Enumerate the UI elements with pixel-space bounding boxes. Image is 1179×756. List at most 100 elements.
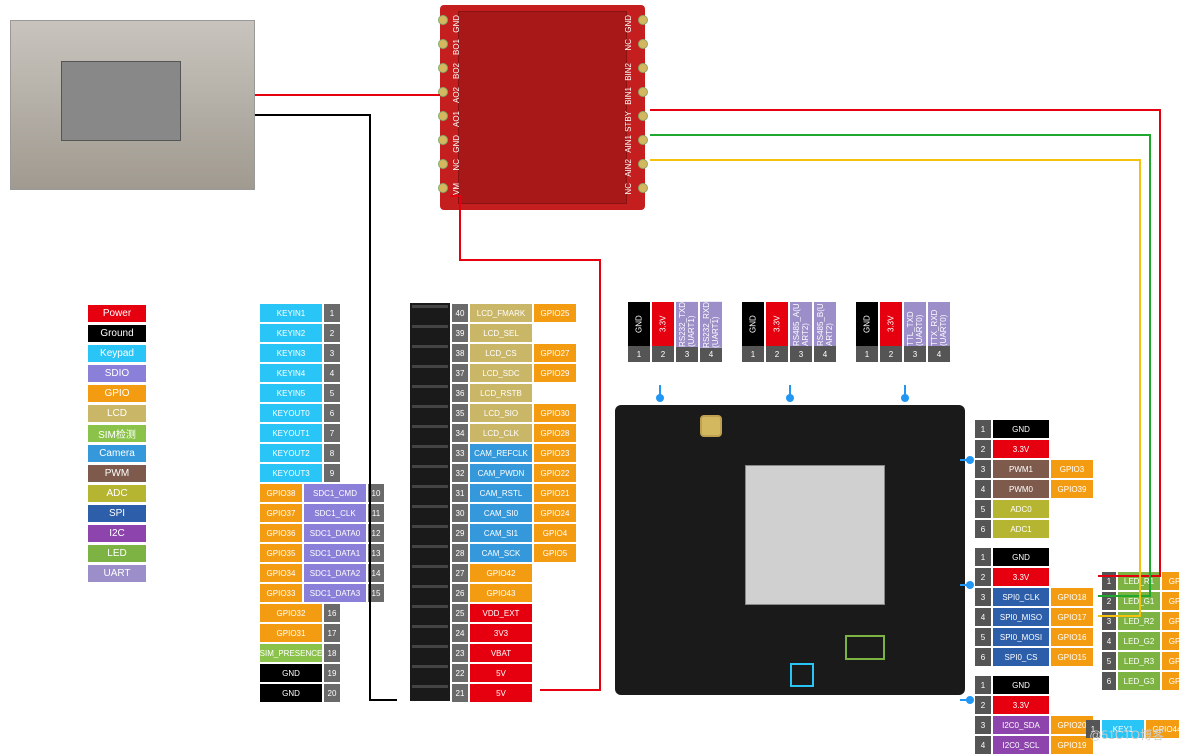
pin-14: GPIO34SDC1_DATA214: [260, 564, 386, 582]
legend: PowerGroundKeypadSDIOGPIOLCDSIM检测CameraP…: [88, 305, 146, 585]
legend-sim检测: SIM检测: [88, 425, 146, 442]
uart1-connector: GND13.3V2RS232_TXD (UART1)3RS232_RXD (UA…: [628, 302, 724, 362]
legend-power: Power: [88, 305, 146, 322]
pin-12: GPIO36SDC1_DATA012: [260, 524, 386, 542]
pin-5: KEYIN55: [260, 384, 386, 402]
uart0-connector: GND13.3V2TTL_TXD (UART0)3TTX_RXD (UART0)…: [856, 302, 952, 362]
pin-31: 31CAM_RSTLGPIO21: [452, 484, 578, 502]
pin-37: 37LCD_SDCGPIO29: [452, 364, 578, 382]
pin-33: 33CAM_REFCLKGPIO23: [452, 444, 578, 462]
pin-6: KEYOUT06: [260, 404, 386, 422]
uart0-2: 3.3V2: [880, 302, 902, 362]
legend-lcd: LCD: [88, 405, 146, 422]
legend-adc: ADC: [88, 485, 146, 502]
legend-i2c: I2C: [88, 525, 146, 542]
rightB-3: 3SPI0_CLKGPIO18: [975, 588, 1095, 606]
led-3: 3LED_R2GPIO7: [1102, 612, 1179, 630]
drv-r-NC: NC: [624, 39, 633, 51]
drv-l-NC: NC: [452, 159, 461, 171]
uart1-4: RS232_RXD (UART1)4: [700, 302, 722, 362]
rightB-6: 6SPI0_CSGPIO15: [975, 648, 1095, 666]
motor-driver: [440, 5, 645, 210]
rightB-4: 4SPI0_MISOGPIO17: [975, 608, 1095, 626]
uart2-2: 3.3V2: [766, 302, 788, 362]
drv-r-BIN2: BIN2: [624, 63, 633, 81]
pin-38: 38LCD_CSGPIO27: [452, 344, 578, 362]
left-pin-column: KEYIN11KEYIN22KEYIN33KEYIN44KEYIN55KEYOU…: [260, 304, 386, 704]
legend-spi: SPI: [88, 505, 146, 522]
drv-l-GND: GND: [452, 15, 461, 33]
drv-l-VM: VM: [452, 183, 461, 195]
pin-2: KEYIN22: [260, 324, 386, 342]
uart1-1: GND1: [628, 302, 650, 362]
watermark: @51CTO博客: [1089, 726, 1164, 743]
rightB-1: 1GND: [975, 548, 1095, 566]
pin-13: GPIO35SDC1_DATA113: [260, 544, 386, 562]
led-5: 5LED_R3GPIO9: [1102, 652, 1179, 670]
rightA-2: 23.3V: [975, 440, 1095, 458]
spi-block: 1GND 23.3V 3SPI0_CLKGPIO18 4SPI0_MISOGPIO17…: [975, 548, 1095, 668]
rightA-5: 5ADC0: [975, 500, 1095, 518]
pin-24: 243V3: [452, 624, 578, 642]
led-2: 2LED_G1GPIO1: [1102, 592, 1179, 610]
rightC-4: 4I2C0_SCLGPIO19: [975, 736, 1095, 754]
right-pin-column: 40LCD_FMARKGPIO2539LCD_SEL38LCD_CSGPIO27…: [452, 304, 578, 704]
pin-23: 23VBAT: [452, 644, 578, 662]
rightA-1: 1GND: [975, 420, 1095, 438]
pin-30: 30CAM_SI0GPIO24: [452, 504, 578, 522]
drv-l-GND: GND: [452, 135, 461, 153]
rightB-2: 23.3V: [975, 568, 1095, 586]
rightB-5: 5SPI0_MOSIGPIO16: [975, 628, 1095, 646]
legend-camera: Camera: [88, 445, 146, 462]
drv-l-BO2: BO2: [452, 63, 461, 79]
pin-1: KEYIN11: [260, 304, 386, 322]
solenoid-photo: [10, 20, 255, 190]
legend-sdio: SDIO: [88, 365, 146, 382]
pin-21: 215V: [452, 684, 578, 702]
pin-34: 34LCD_CLKGPIO28: [452, 424, 578, 442]
pin-15: GPIO33SDC1_DATA315: [260, 584, 386, 602]
pin-32: 32CAM_PWDNGPIO22: [452, 464, 578, 482]
pin-16: GPIO3216: [260, 604, 386, 622]
legend-uart: UART: [88, 565, 146, 582]
pin-36: 36LCD_RSTB: [452, 384, 578, 402]
pin-35: 35LCD_SIOGPIO30: [452, 404, 578, 422]
pin-10: GPIO38SDC1_CMD10: [260, 484, 386, 502]
pin-20: GND20: [260, 684, 386, 702]
drv-r-AIN2: AIN2: [624, 159, 633, 177]
pin-18: SIM_PRESENCE18: [260, 644, 386, 662]
legend-ground: Ground: [88, 325, 146, 342]
led-4: 4LED_G2GPIO6: [1102, 632, 1179, 650]
uart0-3: TTL_TXD (UART0)3: [904, 302, 926, 362]
rightA-6: 6ADC1: [975, 520, 1095, 538]
drv-l-AO2: AO2: [452, 87, 461, 103]
drv-l-BO1: BO1: [452, 39, 461, 55]
uart1-2: 3.3V2: [652, 302, 674, 362]
uart2-connector: GND13.3V2RS485_A(U ART2)3RS485_B(U ART2)…: [742, 302, 838, 362]
legend-pwm: PWM: [88, 465, 146, 482]
rightC-2: 23.3V: [975, 696, 1095, 714]
legend-gpio: GPIO: [88, 385, 146, 402]
drv-r-STBY: STBY: [624, 111, 633, 132]
header-strip: [410, 303, 450, 701]
drv-l-AO1: AO1: [452, 111, 461, 127]
pin-26: 26GPIO43: [452, 584, 578, 602]
pin-25: 25VDD_EXT: [452, 604, 578, 622]
pin-17: GPIO3117: [260, 624, 386, 642]
drv-r-GND: GND: [624, 15, 633, 33]
i2c-block: 1GND23.3V3I2C0_SDAGPIO204I2C0_SCLGPIO19: [975, 676, 1095, 756]
uart0-1: GND1: [856, 302, 878, 362]
pin-39: 39LCD_SEL: [452, 324, 578, 342]
rightA-4: 4PWM0GPIO39: [975, 480, 1095, 498]
rightC-3: 3I2C0_SDAGPIO20: [975, 716, 1095, 734]
led-1: 1LED_R1GPIO0: [1102, 572, 1179, 590]
pin-28: 28CAM_SCKGPIO5: [452, 544, 578, 562]
pin-7: KEYOUT17: [260, 424, 386, 442]
pin-22: 225V: [452, 664, 578, 682]
legend-led: LED: [88, 545, 146, 562]
uart0-4: TTX_RXD (UART0)4: [928, 302, 950, 362]
pin-3: KEYIN33: [260, 344, 386, 362]
uart2-4: RS485_B(U ART2)4: [814, 302, 836, 362]
uart1-3: RS232_TXD (UART1)3: [676, 302, 698, 362]
pin-9: KEYOUT39: [260, 464, 386, 482]
